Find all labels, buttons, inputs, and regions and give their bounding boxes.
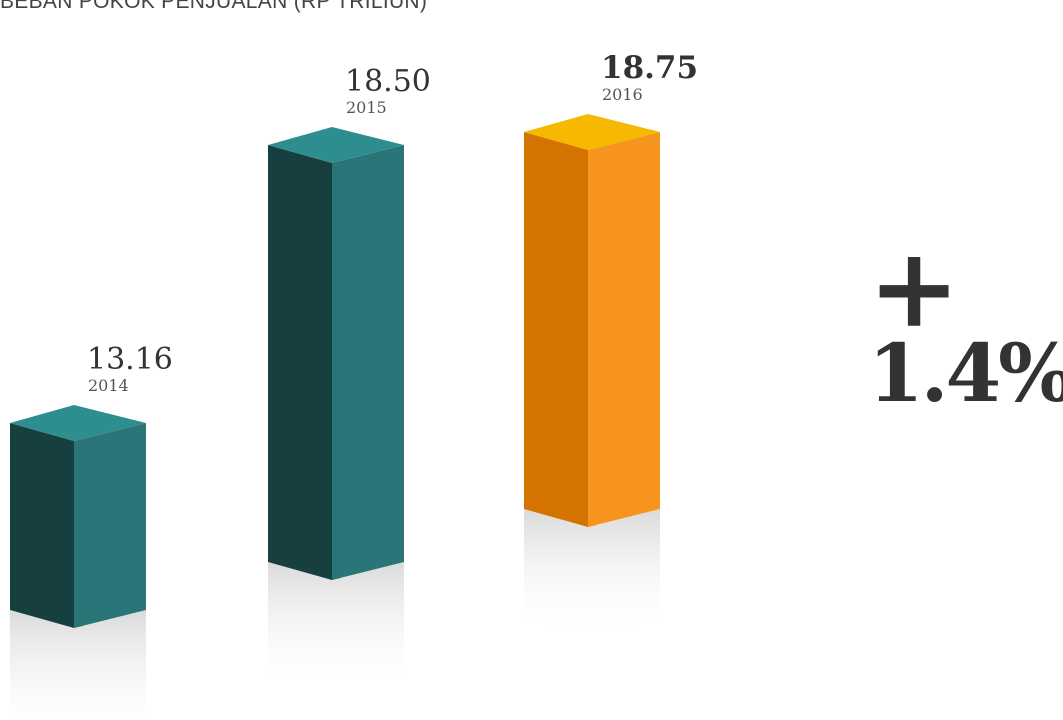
chart-title: BEBAN POKOK PENJUALAN (RP TRILIUN) [0, 0, 428, 13]
bar-shadow [10, 610, 146, 720]
bar-2015 [268, 127, 404, 690]
bar-front-face [332, 145, 404, 580]
bar-top-face [524, 114, 660, 150]
bar-edge [74, 439, 83, 628]
bar-edge [588, 148, 597, 527]
bar-2016 [524, 114, 660, 637]
bar-side-face [524, 132, 588, 527]
bar-top-face [10, 405, 146, 441]
change-sign: + [868, 223, 961, 352]
bar-side-face [268, 145, 332, 580]
bar-category-label: 2015 [346, 98, 387, 117]
bar-top-face [268, 127, 404, 163]
bar-edge [332, 161, 341, 580]
bar-value-label: 18.50 [345, 64, 431, 99]
bar-category-label: 2014 [88, 376, 129, 395]
change-indicator: + 1.4% [868, 223, 1063, 420]
bar-shadow [268, 562, 404, 690]
bar-2014 [10, 405, 146, 720]
bar-category-label: 2016 [602, 85, 643, 104]
change-value: 1.4% [868, 326, 1063, 420]
bar-front-face [588, 132, 660, 527]
bar-value-label: 13.16 [87, 342, 173, 377]
bar-front-face [74, 423, 146, 628]
bar-side-face [10, 423, 74, 628]
bar-shadow [524, 509, 660, 637]
bar-value-label: 18.75 [601, 50, 698, 86]
